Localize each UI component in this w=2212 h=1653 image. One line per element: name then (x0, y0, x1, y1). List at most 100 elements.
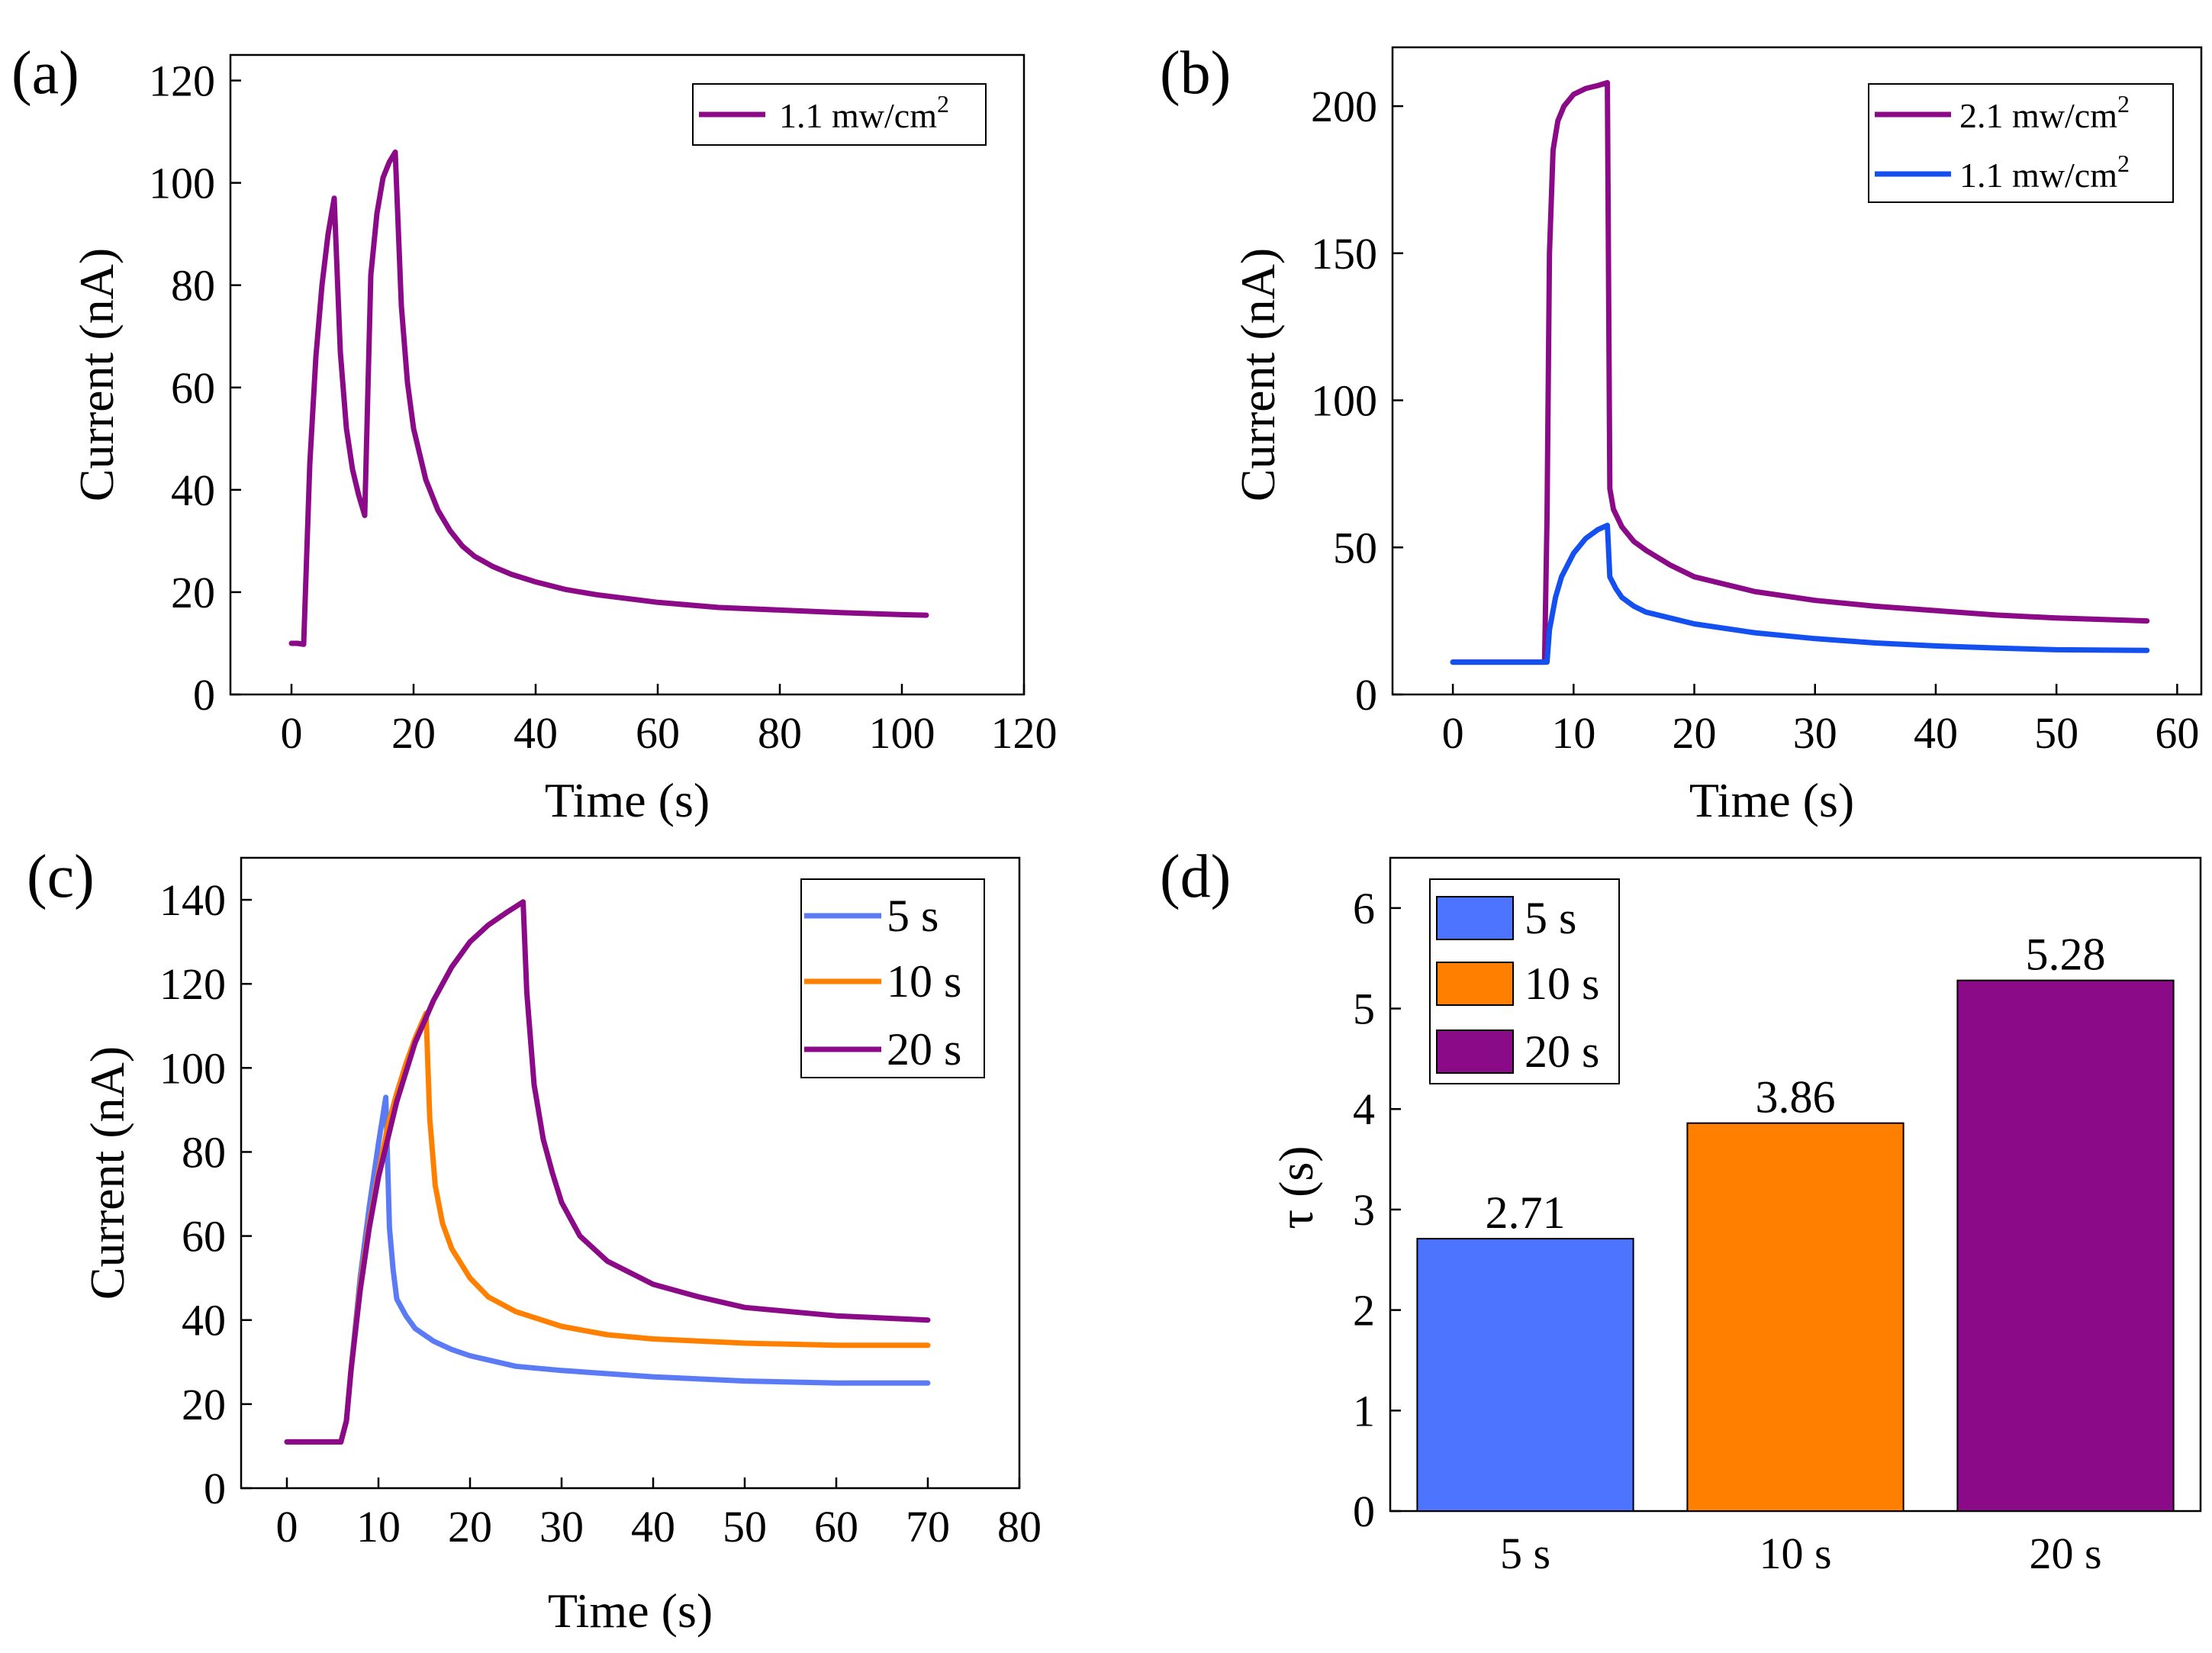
x-tick-label: 60 (2155, 708, 2199, 758)
panel-a-legend: 1.1 mw/cm2 (692, 83, 987, 146)
legend-box (1868, 83, 2174, 203)
legend-box (800, 878, 985, 1078)
panel-d-bars: 2.71 3.86 5.28 (1416, 930, 2175, 1513)
legend-label: 5 s (887, 891, 939, 941)
panel-c-series (284, 899, 931, 1445)
x-tick-label: 50 (2034, 708, 2078, 758)
legend-label: 20 s (887, 1024, 961, 1075)
y-tick-label: 0 (1353, 1487, 1375, 1536)
panel-a-frame (229, 53, 1026, 696)
x-tick-label: 10 (1551, 708, 1595, 758)
panel-label-c: (c) (27, 843, 95, 910)
panel-c-legend: 5 s 10 s 20 s (800, 878, 985, 1078)
legend-label: 5 s (1525, 893, 1576, 943)
x-tick-label: 0 (1442, 708, 1464, 758)
y-tick-label: 1 (1353, 1386, 1375, 1436)
panel-d-ticks: 0 1 2 3 4 5 6 5 s 10 s 20 s (1353, 884, 2102, 1578)
panel-b-legend: 2.1 mw/cm2 1.1 mw/cm2 (1868, 83, 2174, 203)
x-tick-label: 20 (1673, 708, 1717, 758)
panel-a-series (288, 149, 929, 647)
y-tick-label: 0 (193, 670, 215, 720)
x-tick-label: 30 (1793, 708, 1837, 758)
series-line-1 (288, 149, 929, 647)
panel-label-b: (b) (1160, 40, 1231, 107)
panel-b-ylabel: Current (nA) (1231, 248, 1285, 501)
y-tick-label: 200 (1311, 82, 1377, 131)
y-tick-label: 40 (182, 1296, 226, 1345)
y-tick-label: 100 (1311, 376, 1377, 426)
x-tick-label: 30 (539, 1502, 584, 1552)
y-tick-label: 100 (159, 1043, 226, 1093)
legend-swatch (1436, 1030, 1514, 1074)
x-tick-label: 40 (1914, 708, 1958, 758)
panel-a-ylabel: Current (nA) (69, 248, 124, 501)
y-tick-label: 80 (182, 1127, 226, 1177)
panel-label-d: (d) (1160, 843, 1231, 910)
x-tick-label: 10 (356, 1502, 401, 1552)
y-tick-label: 120 (149, 56, 215, 106)
legend-label: 1.1 mw/cm2 (1959, 150, 2130, 195)
y-tick-label: 50 (1333, 523, 1377, 572)
x-tick-label: 10 s (1759, 1529, 1831, 1578)
panel-d-legend: 5 s 10 s 20 s (1429, 878, 1620, 1084)
bar-2 (1686, 1122, 1905, 1513)
x-tick-label: 0 (276, 1502, 298, 1552)
bar-value-label: 2.71 (1486, 1187, 1566, 1238)
y-tick-label: 6 (1353, 884, 1375, 933)
panel-c-ticks: 0 20 40 60 80 100 120 140 0 10 20 30 40 50 60 70 80 (159, 875, 1042, 1552)
y-tick-label: 3 (1353, 1185, 1375, 1235)
legend-label: 1.1 mw/cm2 (779, 90, 949, 135)
y-tick-label: 0 (1355, 670, 1377, 720)
y-tick-label: 60 (171, 363, 215, 413)
panel-d-ylabel: τ (s) (1269, 1146, 1323, 1229)
x-tick-label: 100 (869, 708, 935, 758)
panel-b-series (1450, 79, 2150, 665)
panel-a-ticks: 0 20 40 60 80 100 120 0 20 40 60 80 100 120 (149, 56, 1058, 758)
x-tick-label: 50 (723, 1502, 767, 1552)
panel-d: (d) 0 1 2 3 4 5 6 5 s 10 s 20 s 2.71 3.86 5.28 τ (s… (1160, 843, 2202, 1578)
panel-b-xlabel: Time (s) (1689, 773, 1854, 827)
panel-b: (b) 0 50 100 150 200 0 10 20 30 40 50 60 Time (s) C… (1160, 40, 2203, 827)
x-tick-label: 40 (631, 1502, 675, 1552)
y-tick-label: 100 (149, 159, 215, 208)
x-tick-label: 0 (281, 708, 303, 758)
y-tick-label: 40 (171, 466, 215, 515)
series-line-1 (1450, 79, 2150, 665)
x-tick-label: 70 (906, 1502, 950, 1552)
x-tick-label: 120 (991, 708, 1058, 758)
y-tick-label: 20 (171, 568, 215, 617)
x-tick-label: 80 (758, 708, 802, 758)
bar-value-label: 5.28 (2026, 930, 2106, 980)
panel-a-xlabel: Time (s) (545, 773, 710, 827)
x-tick-label: 40 (514, 708, 558, 758)
legend-label: 2.1 mw/cm2 (1959, 90, 2130, 135)
y-tick-label: 120 (159, 959, 226, 1009)
x-tick-label: 60 (636, 708, 680, 758)
y-tick-label: 140 (159, 875, 226, 925)
series-line-2 (1450, 522, 2150, 665)
x-tick-label: 5 s (1500, 1529, 1550, 1578)
panel-a: (a) 0 20 40 60 80 100 120 0 20 40 60 80 100 120 Time … (11, 40, 1058, 827)
y-tick-label: 4 (1353, 1084, 1375, 1134)
legend-swatch (1436, 962, 1514, 1006)
y-tick-label: 60 (182, 1212, 226, 1262)
x-tick-label: 20 s (2029, 1529, 2101, 1578)
legend-swatch (1436, 896, 1514, 940)
x-tick-label: 60 (814, 1502, 858, 1552)
x-tick-label: 20 (391, 708, 436, 758)
y-tick-label: 80 (171, 261, 215, 311)
bar-value-label: 3.86 (1756, 1072, 1836, 1123)
legend-label: 20 s (1525, 1026, 1599, 1077)
panel-b-ticks: 0 50 100 150 200 0 10 20 30 40 50 60 (1311, 82, 2199, 758)
panel-c-ylabel: Current (nA) (80, 1046, 134, 1300)
panel-c-frame (240, 856, 1021, 1490)
y-tick-label: 2 (1353, 1286, 1375, 1336)
series-line-3 (284, 899, 931, 1445)
panel-c-xlabel: Time (s) (548, 1584, 713, 1638)
y-tick-label: 20 (182, 1380, 226, 1429)
bar-1 (1416, 1238, 1634, 1513)
legend-label: 10 s (1525, 959, 1599, 1009)
panel-b-frame (1391, 46, 2203, 696)
